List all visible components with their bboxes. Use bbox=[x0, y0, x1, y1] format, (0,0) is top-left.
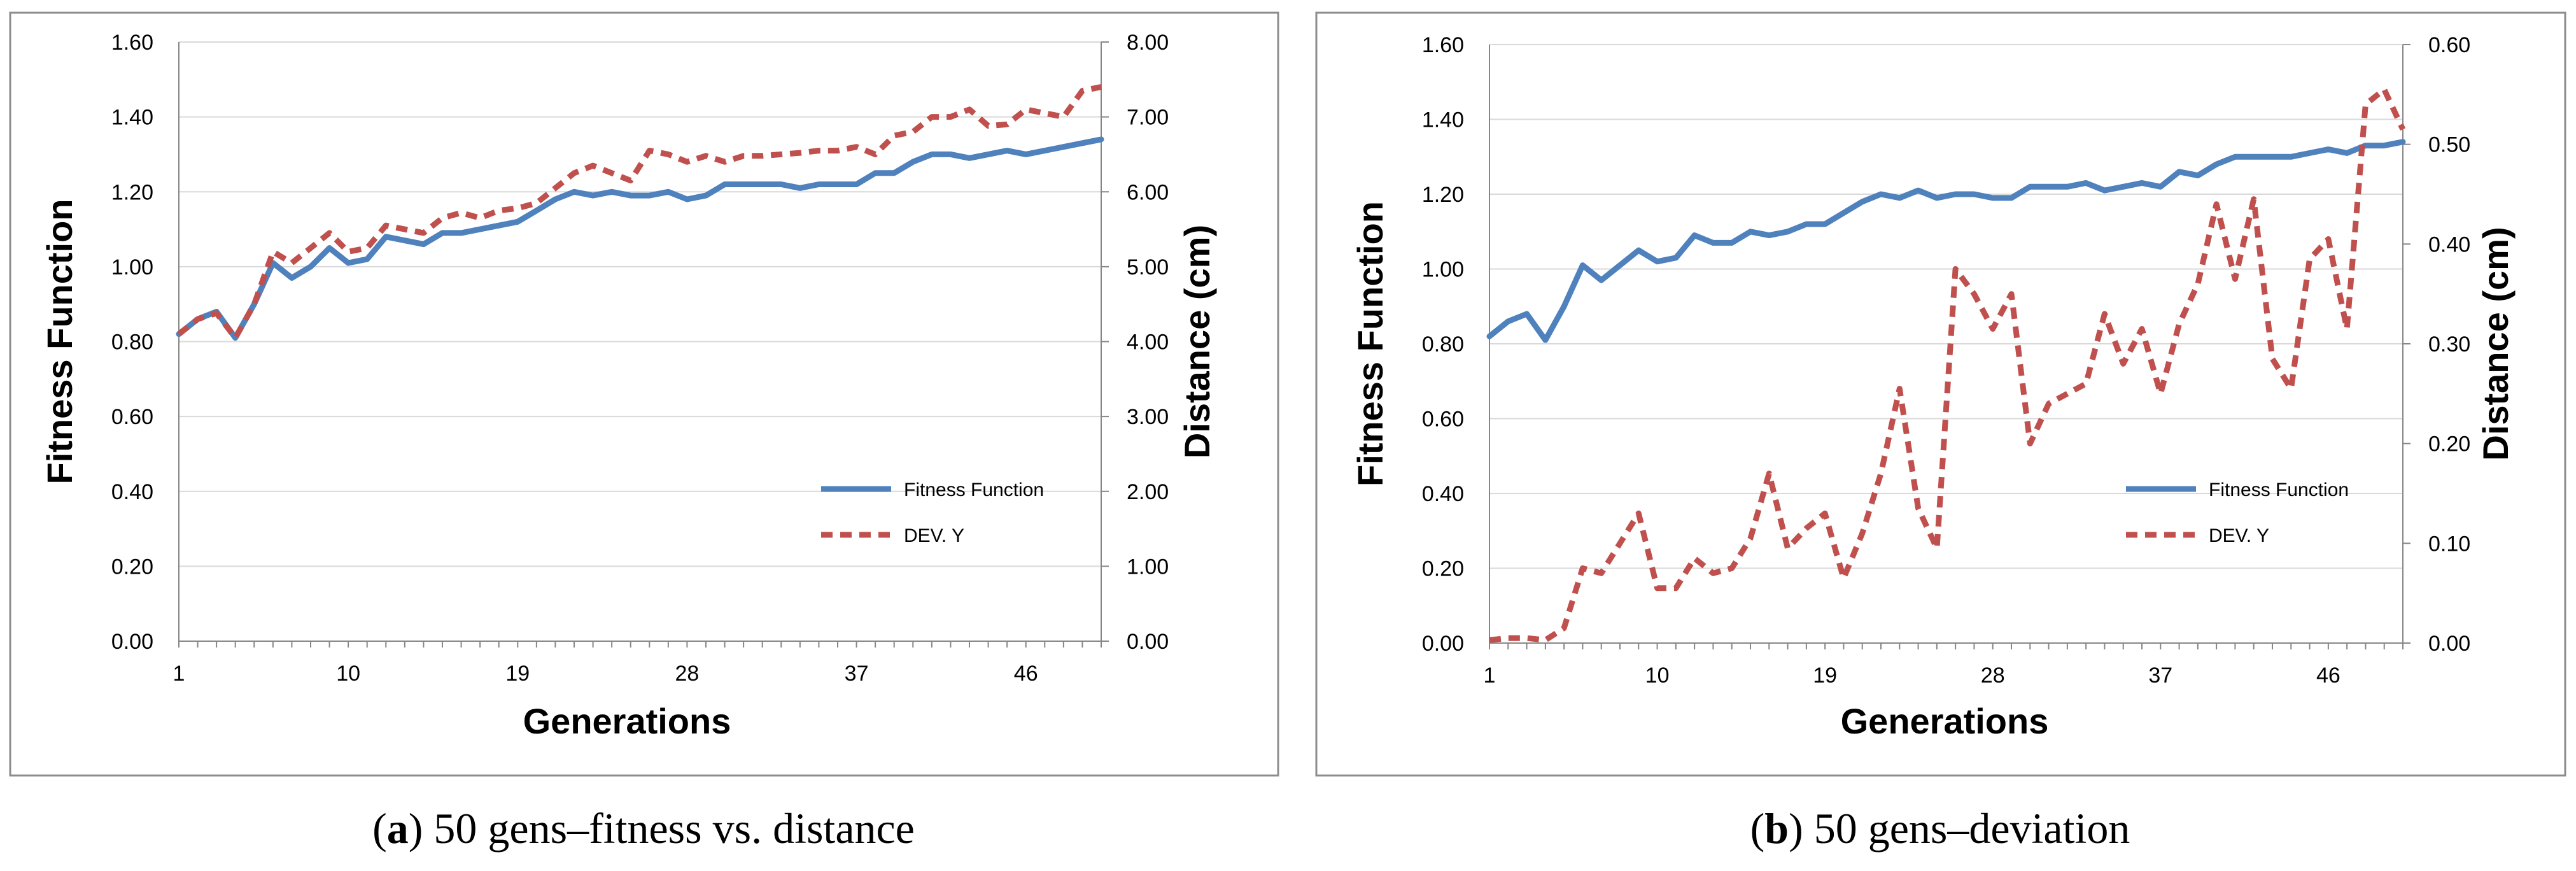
chart-a-x-tick-label: 28 bbox=[675, 662, 700, 686]
chart-b-y2-tick-label: 0.10 bbox=[2428, 532, 2470, 556]
chart-a-x-tick-label: 19 bbox=[505, 662, 530, 686]
chart-b-x-tick-label: 28 bbox=[1981, 663, 2005, 688]
chart-b-series-fitness-function-line bbox=[1486, 139, 2406, 343]
chart-a-series-dev-y-line bbox=[177, 84, 1102, 341]
chart-a-y-tick-label: 0.60 bbox=[111, 405, 153, 429]
chart-a-x-axis-title: Generations bbox=[523, 701, 731, 741]
chart-b-y-tick-label: 0.80 bbox=[1422, 332, 1464, 357]
caption-a: (a) 50 gens–fitness vs. distance bbox=[372, 804, 915, 853]
chart-a-x-tick-label: 1 bbox=[173, 662, 185, 686]
chart-a-y-tick-label: 0.80 bbox=[111, 330, 153, 355]
chart-b-y-tick-label: 1.00 bbox=[1422, 258, 1464, 282]
chart-b-y-axis-title: Fitness Function bbox=[1350, 201, 1390, 486]
caption-b: (b) 50 gens–deviation bbox=[1750, 804, 2130, 853]
chart-a-legend-label: DEV. Y bbox=[904, 525, 964, 546]
caption-a-label: a bbox=[386, 804, 409, 853]
chart-b-y-tick-label: 1.20 bbox=[1422, 183, 1464, 207]
chart-a-y2-tick-label: 0.00 bbox=[1127, 630, 1169, 654]
chart-a-x-tick-label: 46 bbox=[1014, 662, 1038, 686]
chart-b-frame bbox=[1315, 11, 2566, 777]
chart-b-legend-label: Fitness Function bbox=[2209, 479, 2349, 500]
chart-a-y-tick-label: 0.00 bbox=[111, 630, 153, 654]
chart-b-y-tick-label: 0.60 bbox=[1422, 407, 1464, 432]
caption-a-text: ) 50 gens–fitness vs. distance bbox=[408, 804, 915, 853]
chart-a-y-tick-label: 1.00 bbox=[111, 255, 153, 280]
chart-b-y2-tick-label: 0.50 bbox=[2428, 133, 2470, 157]
chart-a-y2-tick-label: 8.00 bbox=[1127, 31, 1169, 55]
chart-b-y2-tick-label: 0.30 bbox=[2428, 332, 2470, 357]
chart-a-legend-label: Fitness Function bbox=[904, 479, 1044, 500]
chart-b-legend-label: DEV. Y bbox=[2209, 525, 2269, 546]
caption-b-text: ) 50 gens–deviation bbox=[1789, 804, 2130, 853]
chart-b-y-tick-label: 1.40 bbox=[1422, 108, 1464, 132]
chart-a-y2-tick-label: 3.00 bbox=[1127, 405, 1169, 429]
chart-a-y-tick-label: 1.40 bbox=[111, 106, 153, 130]
chart-a-series-fitness-function-line bbox=[176, 136, 1104, 341]
chart-b-x-tick-label: 46 bbox=[2316, 663, 2340, 688]
chart-b-y2-axis-title: Distance (cm) bbox=[2475, 227, 2516, 460]
chart-a-x-tick-label: 10 bbox=[336, 662, 360, 686]
chart-b-x-tick-label: 37 bbox=[2148, 663, 2172, 688]
chart-a-y-tick-label: 1.60 bbox=[111, 31, 153, 55]
chart-a-y2-tick-label: 1.00 bbox=[1127, 555, 1169, 579]
chart-b-y-tick-label: 0.00 bbox=[1422, 632, 1464, 656]
chart-a-frame bbox=[9, 11, 1279, 777]
chart-b-x-axis-title: Generations bbox=[1841, 701, 2049, 741]
chart-b-y-tick-label: 1.60 bbox=[1422, 33, 1464, 57]
chart-a-y-axis-title: Fitness Function bbox=[39, 199, 80, 485]
chart-a-y2-tick-label: 4.00 bbox=[1127, 330, 1169, 355]
chart-a-y2-tick-label: 2.00 bbox=[1127, 480, 1169, 504]
chart-b-y2-tick-label: 0.60 bbox=[2428, 33, 2470, 57]
chart-b-y2-tick-label: 0.00 bbox=[2428, 632, 2470, 656]
caption-b-label: b bbox=[1764, 804, 1789, 853]
chart-a-y-tick-label: 0.20 bbox=[111, 555, 153, 579]
chart-a-y-tick-label: 0.40 bbox=[111, 480, 153, 504]
chart-b-series-dev-y-line bbox=[1489, 87, 2406, 643]
chart-a-y2-tick-label: 7.00 bbox=[1127, 106, 1169, 130]
chart-b-x-tick-label: 19 bbox=[1813, 663, 1837, 688]
chart-b-y2-tick-label: 0.40 bbox=[2428, 232, 2470, 257]
chart-a-y-tick-label: 1.20 bbox=[111, 180, 153, 204]
chart-a-y2-axis-title: Distance (cm) bbox=[1177, 225, 1217, 458]
chart-b-x-tick-label: 10 bbox=[1645, 663, 1670, 688]
chart-a-y2-tick-label: 6.00 bbox=[1127, 180, 1169, 204]
chart-b-y-tick-label: 0.40 bbox=[1422, 482, 1464, 506]
chart-a-y2-tick-label: 5.00 bbox=[1127, 255, 1169, 280]
chart-b-y2-tick-label: 0.20 bbox=[2428, 432, 2470, 457]
chart-b-y-tick-label: 0.20 bbox=[1422, 557, 1464, 581]
chart-a-x-tick-label: 37 bbox=[845, 662, 869, 686]
chart-b-x-tick-label: 1 bbox=[1484, 663, 1496, 688]
